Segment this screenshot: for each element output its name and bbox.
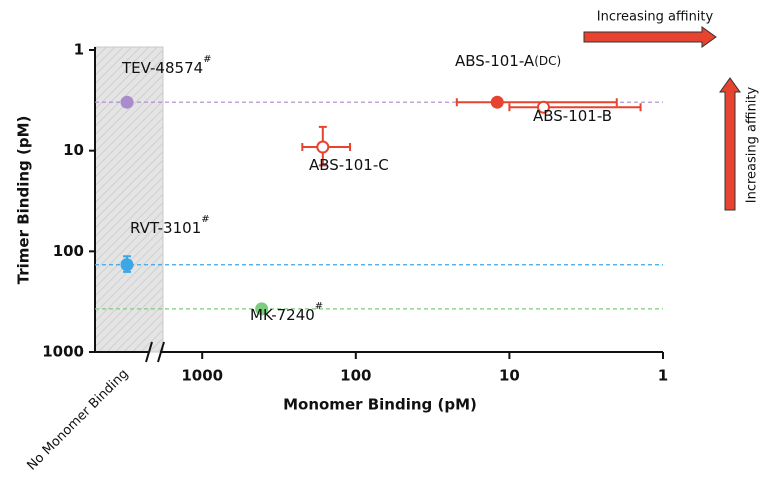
label-text: RVT-3101 — [130, 219, 201, 237]
x-error-bar — [455, 98, 618, 107]
point — [255, 302, 269, 316]
label-superscript: # — [315, 301, 323, 312]
point — [316, 140, 330, 154]
label-superscript: # — [203, 54, 211, 65]
axis-break — [145, 341, 165, 363]
point-label: TEV-48574# — [121, 54, 212, 77]
annotation: Increasing affinity — [597, 10, 714, 25]
arrow — [719, 77, 741, 211]
no-monomer-label: No Monomer Binding — [24, 366, 131, 473]
label-text: ABS-101-B — [533, 107, 612, 125]
no-monomer-region — [94, 46, 164, 353]
point — [490, 95, 504, 109]
point-label: ABS-101-C — [309, 156, 389, 174]
label-text: ABS-101-A — [455, 52, 535, 70]
point-label: ABS-101-A(DC) — [455, 52, 561, 70]
point-label: ABS-101-B — [533, 107, 612, 125]
point — [536, 100, 550, 114]
x-tick-label: 1 — [658, 367, 668, 385]
point — [120, 95, 134, 109]
label-superscript: # — [201, 214, 209, 225]
x-tick-label: 10 — [499, 367, 520, 385]
annotation: Increasing affinity — [745, 86, 760, 203]
label-text: ABS-101-C — [309, 156, 389, 174]
label-text: TEV-48574 — [121, 59, 203, 77]
y-tick-label: 10 — [63, 141, 84, 159]
y-axis-label: Trimer Binding (pM) — [15, 116, 33, 285]
y-tick-label: 1000 — [42, 343, 84, 361]
arrow — [583, 26, 717, 48]
x-tick-label: 100 — [340, 367, 371, 385]
y-tick-label: 1 — [74, 41, 84, 59]
label-text: MK-7240 — [250, 306, 315, 324]
point — [120, 258, 134, 272]
point-label: MK-7240# — [250, 301, 323, 324]
point-label: RVT-3101# — [130, 214, 210, 237]
x-error-bar — [508, 103, 642, 112]
label-suffix: (DC) — [534, 54, 561, 68]
x-tick-label: 1000 — [181, 367, 223, 385]
y-tick-label: 100 — [53, 242, 84, 260]
x-axis-label: Monomer Binding (pM) — [283, 396, 477, 414]
